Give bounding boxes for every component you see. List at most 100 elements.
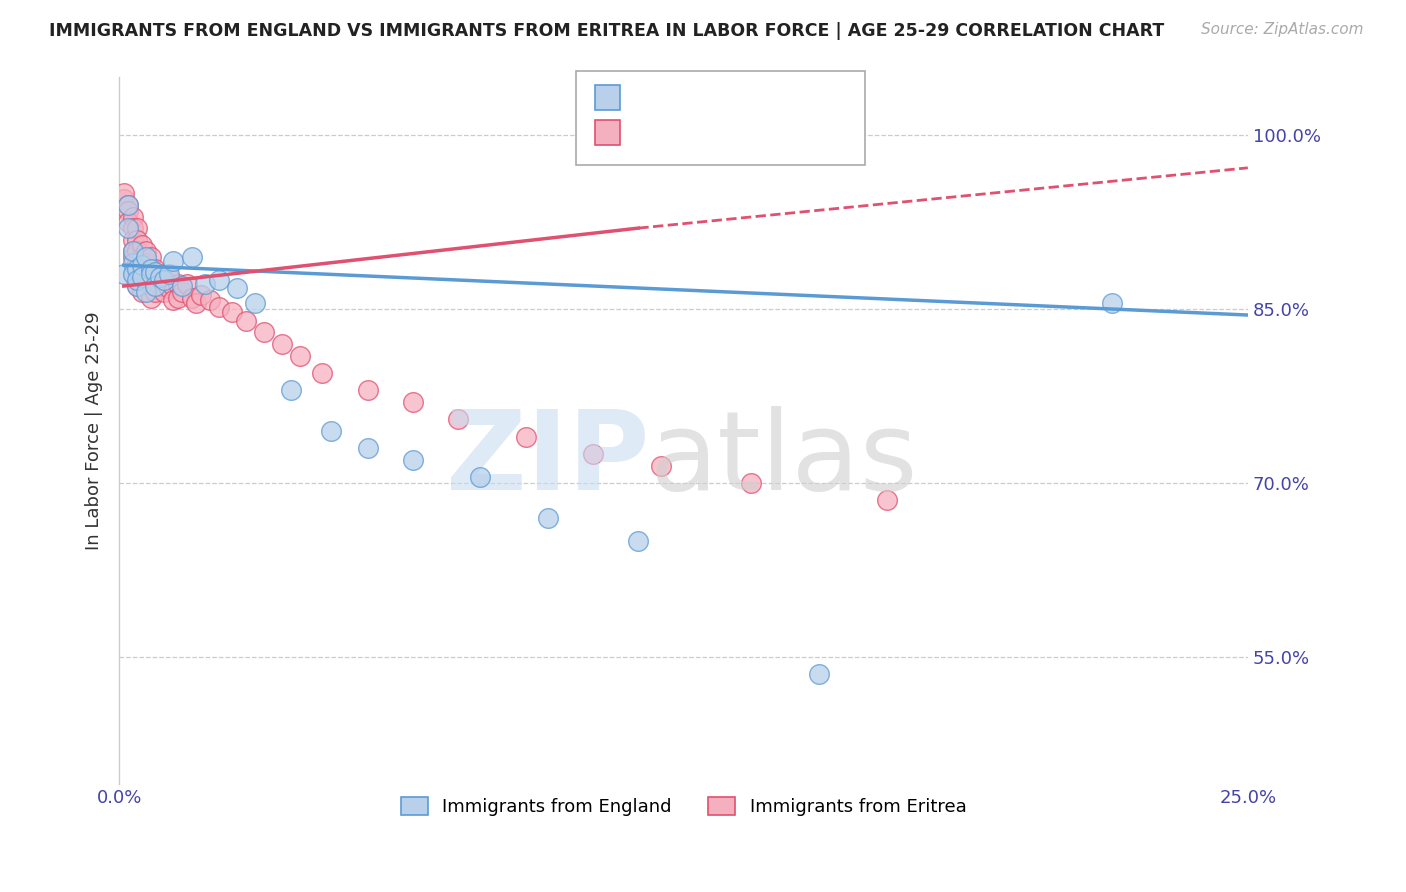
Point [112, 268, 135, 282]
Point [157, 269, 180, 284]
Point [127, 233, 149, 247]
Point [131, 238, 153, 252]
Point [537, 511, 560, 525]
Point [127, 279, 149, 293]
Point [127, 279, 149, 293]
Text: R =: R = [628, 88, 668, 106]
Point [139, 268, 162, 282]
Text: 0.111: 0.111 [668, 123, 724, 141]
Text: ZIP: ZIP [446, 406, 650, 513]
Point [112, 192, 135, 206]
Point [149, 279, 172, 293]
Point [447, 412, 470, 426]
Point [253, 326, 276, 340]
Point [121, 268, 143, 282]
Point [135, 244, 157, 259]
Point [121, 221, 143, 235]
Point [127, 261, 149, 276]
Point [311, 366, 333, 380]
Point [139, 291, 162, 305]
Text: R =: R = [628, 123, 673, 141]
Point [127, 268, 149, 282]
Point [121, 244, 143, 259]
Point [740, 476, 762, 491]
Point [127, 244, 149, 259]
Text: -0.058: -0.058 [661, 88, 725, 106]
Point [131, 273, 153, 287]
Point [127, 273, 149, 287]
Point [876, 493, 898, 508]
Point [149, 269, 172, 284]
Point [167, 291, 190, 305]
Point [145, 261, 167, 276]
Point [145, 285, 167, 299]
Point [145, 279, 167, 293]
Point [121, 210, 143, 224]
Y-axis label: In Labor Force | Age 25-29: In Labor Force | Age 25-29 [86, 311, 103, 550]
Point [131, 269, 153, 284]
Point [184, 296, 207, 310]
Point [121, 256, 143, 270]
Point [153, 285, 176, 299]
Point [180, 291, 202, 305]
Point [207, 300, 229, 314]
Text: N = 63: N = 63 [710, 123, 773, 141]
Point [280, 384, 302, 398]
Point [288, 349, 311, 363]
Point [243, 296, 266, 310]
Point [117, 198, 139, 212]
Point [402, 453, 425, 467]
Point [121, 233, 143, 247]
Point [131, 250, 153, 264]
Point [582, 447, 605, 461]
Point [207, 273, 229, 287]
Text: atlas: atlas [650, 406, 918, 513]
Point [135, 273, 157, 287]
Point [149, 268, 172, 282]
Point [153, 273, 176, 287]
Point [650, 458, 672, 473]
Point [162, 253, 184, 268]
Point [221, 304, 243, 318]
Point [157, 268, 180, 282]
Point [807, 667, 830, 681]
Point [198, 293, 221, 307]
Point [356, 384, 378, 398]
Point [225, 281, 247, 295]
Point [167, 277, 190, 291]
Text: Source: ZipAtlas.com: Source: ZipAtlas.com [1201, 22, 1364, 37]
Point [270, 337, 292, 351]
Point [145, 273, 167, 287]
Point [131, 258, 153, 272]
Point [135, 250, 157, 264]
Point [135, 285, 157, 299]
Point [402, 395, 425, 409]
Point [121, 268, 143, 282]
Point [139, 279, 162, 293]
Point [131, 261, 153, 276]
Text: N = 36: N = 36 [710, 88, 773, 106]
Point [153, 273, 176, 287]
Point [162, 293, 184, 307]
Point [627, 534, 650, 549]
Point [127, 221, 149, 235]
Point [139, 261, 162, 276]
Point [176, 277, 198, 291]
Point [515, 430, 537, 444]
Point [180, 250, 202, 264]
Point [131, 285, 153, 299]
Text: IMMIGRANTS FROM ENGLAND VS IMMIGRANTS FROM ERITREA IN LABOR FORCE | AGE 25-29 CO: IMMIGRANTS FROM ENGLAND VS IMMIGRANTS FR… [49, 22, 1164, 40]
Point [470, 470, 492, 484]
Point [157, 281, 180, 295]
Point [117, 198, 139, 212]
Point [1101, 296, 1123, 310]
Point [139, 261, 162, 276]
Point [194, 277, 217, 291]
Point [117, 221, 139, 235]
Point [121, 244, 143, 259]
Point [135, 256, 157, 270]
Point [172, 279, 194, 293]
Point [127, 256, 149, 270]
Point [145, 265, 167, 279]
Point [172, 285, 194, 299]
